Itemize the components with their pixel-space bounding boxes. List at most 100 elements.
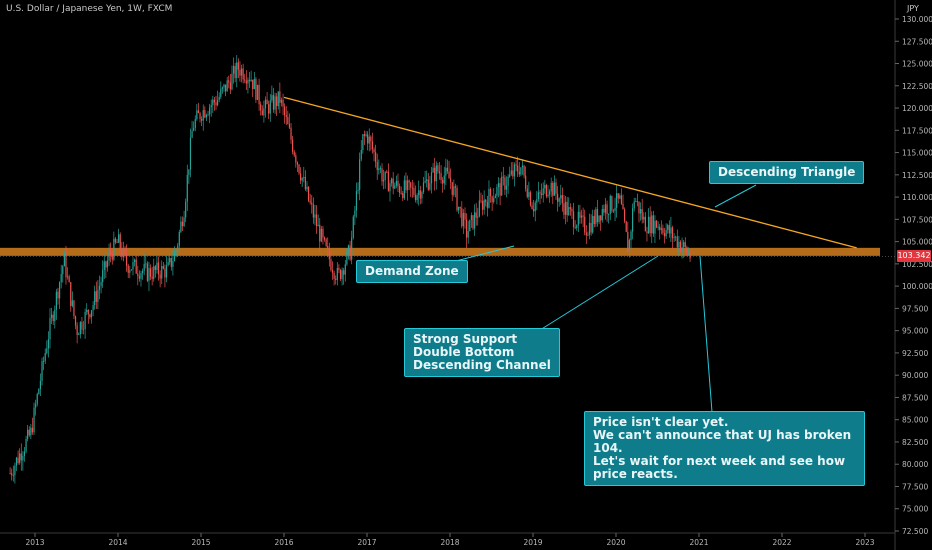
candle-body [601, 208, 603, 221]
annotation-strong-support[interactable]: Strong Support Double Bottom Descending … [404, 328, 560, 377]
candle-body [556, 193, 559, 202]
annotation-descending-triangle[interactable]: Descending Triangle [709, 161, 865, 184]
candle-body [287, 117, 289, 125]
candle-body [365, 134, 367, 136]
annotation-demand-zone[interactable]: Demand Zone [356, 260, 468, 283]
candle-body [473, 212, 476, 229]
candle-body [95, 291, 97, 302]
candle-body [655, 220, 658, 228]
candle-body [489, 188, 492, 197]
candle-body [537, 192, 540, 200]
y-tick-label: 80.000 [902, 460, 928, 469]
candle-body [437, 165, 439, 172]
candle-body [23, 451, 26, 456]
candle-body [90, 310, 93, 318]
y-tick-label: 95.000 [902, 327, 928, 336]
x-tick-label: 2022 [772, 538, 791, 547]
candle-body [335, 278, 337, 280]
candle-body [367, 134, 369, 144]
candle-body [397, 180, 399, 187]
candle-body [542, 188, 544, 196]
candle-body [339, 270, 342, 280]
candle-body [606, 204, 608, 215]
candle-body [636, 201, 638, 202]
candle-body [27, 429, 29, 439]
candle-body [590, 222, 592, 233]
demand-zone-rect [0, 247, 880, 256]
candle-body [617, 193, 619, 199]
y-tick-label: 105.000 [902, 238, 932, 247]
candle-body [127, 265, 129, 273]
candle-body [180, 221, 182, 233]
candle-body [671, 227, 674, 239]
candle-body [440, 173, 442, 180]
candle-body [260, 104, 262, 111]
candle-body [403, 180, 405, 199]
candle-body [513, 164, 516, 177]
candle-body [384, 171, 386, 180]
candle-body [679, 241, 682, 252]
candle-body [566, 201, 568, 216]
candle-body [676, 236, 678, 248]
candle-body [162, 266, 164, 269]
candle-body [555, 182, 557, 194]
candle-body [418, 190, 420, 196]
candle-body [346, 250, 348, 265]
candle-body [245, 80, 247, 84]
candle-body [272, 95, 275, 110]
candle-body [41, 361, 43, 381]
candle-body [277, 91, 279, 107]
candle-body [295, 155, 297, 163]
candle-body [352, 216, 354, 238]
candle-body [149, 268, 152, 277]
candle-body [315, 214, 318, 227]
candle-body [667, 225, 669, 230]
x-tick-label: 2014 [108, 538, 127, 547]
candle-body [191, 130, 193, 138]
y-tick-label: 122.500 [902, 82, 932, 91]
candle-body [132, 262, 134, 270]
candle-body [271, 95, 273, 101]
candle-body [325, 239, 327, 247]
candle-body [229, 82, 231, 90]
candle-body [670, 227, 672, 234]
candle-body [576, 225, 578, 228]
time-axis[interactable]: 2013 2014 2015 2016 2017 2018 2019 2020 2021 2022… [25, 533, 875, 547]
candle-body [354, 210, 356, 217]
y-tick-label: 107.500 [902, 215, 932, 224]
candle-body [675, 236, 677, 238]
candle-body [71, 300, 73, 306]
candle-body [213, 99, 216, 103]
candle-body [400, 193, 402, 194]
candle-body [686, 246, 688, 254]
candle-body [633, 201, 635, 209]
candle-body [507, 176, 509, 186]
price-axis[interactable]: 130.000 127.500 125.000 122.500 120.000 117.5… [895, 15, 932, 536]
candle-body [284, 106, 286, 116]
candle-body [435, 165, 437, 182]
candle-body [212, 99, 214, 106]
candle-body [14, 465, 16, 476]
candle-body [102, 270, 104, 283]
y-tick-label: 115.000 [902, 149, 932, 158]
candle-body [197, 110, 200, 114]
candle-body [146, 263, 148, 281]
candle-body [363, 134, 366, 136]
candle-body [458, 206, 460, 211]
candle-body [389, 183, 391, 192]
annotation-price-unclear[interactable]: Price isn't clear yet. We can't announce… [584, 411, 865, 486]
candle-body [33, 407, 35, 433]
candle-body [687, 253, 690, 255]
candle-body [111, 254, 113, 260]
candle-body [486, 202, 488, 208]
candle-body [375, 152, 377, 162]
last-price-tag: 103.342 [897, 250, 931, 262]
candle-body [620, 195, 623, 204]
candle-body [647, 216, 650, 234]
candle-body [138, 276, 140, 279]
candle-body [210, 105, 212, 108]
candle-body [108, 251, 110, 261]
candle-body [126, 253, 128, 266]
candle-body [311, 202, 313, 205]
